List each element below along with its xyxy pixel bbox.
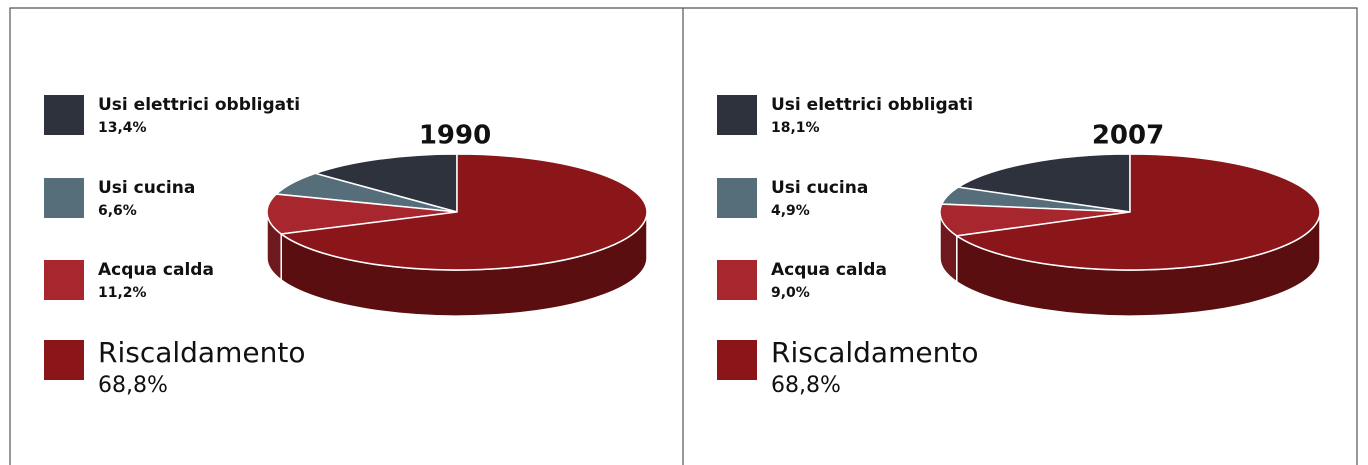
legend-value: 13,4% (98, 120, 147, 136)
pie-title: 2007 (1092, 121, 1164, 151)
legend-swatch (44, 340, 84, 380)
pie-title: 1990 (419, 121, 491, 151)
pie-slice (312, 153, 458, 213)
legend-label: Usi elettrici obbligati (98, 95, 300, 115)
legend-value: 18,1% (771, 120, 820, 136)
legend-swatch (717, 178, 757, 218)
legend-value: 6,6% (98, 203, 137, 219)
pie-slice (956, 153, 1131, 213)
legend-label: Acqua calda (98, 260, 214, 280)
legend-label: Usi cucina (771, 178, 868, 198)
legend-label: Riscaldamento (771, 336, 978, 369)
pie-slice (939, 203, 1131, 237)
legend-swatch (717, 95, 757, 135)
legend-value: 68,8% (771, 373, 841, 398)
pie-slice (266, 193, 458, 235)
legend-label: Usi elettrici obbligati (771, 95, 973, 115)
legend-swatch (717, 340, 757, 380)
legend-swatch (44, 260, 84, 300)
legend-swatch (44, 178, 84, 218)
legend-label: Acqua calda (771, 260, 887, 280)
legend-value: 9,0% (771, 285, 810, 301)
legend-value: 11,2% (98, 285, 147, 301)
pie-slice (954, 153, 1321, 271)
legend-swatch (44, 95, 84, 135)
panel-frame (9, 7, 1358, 465)
legend-swatch (717, 260, 757, 300)
legend-value: 68,8% (98, 373, 168, 398)
legend-label: Riscaldamento (98, 336, 305, 369)
legend-value: 4,9% (771, 203, 810, 219)
pie-slice (279, 153, 648, 271)
legend-label: Usi cucina (98, 178, 195, 198)
